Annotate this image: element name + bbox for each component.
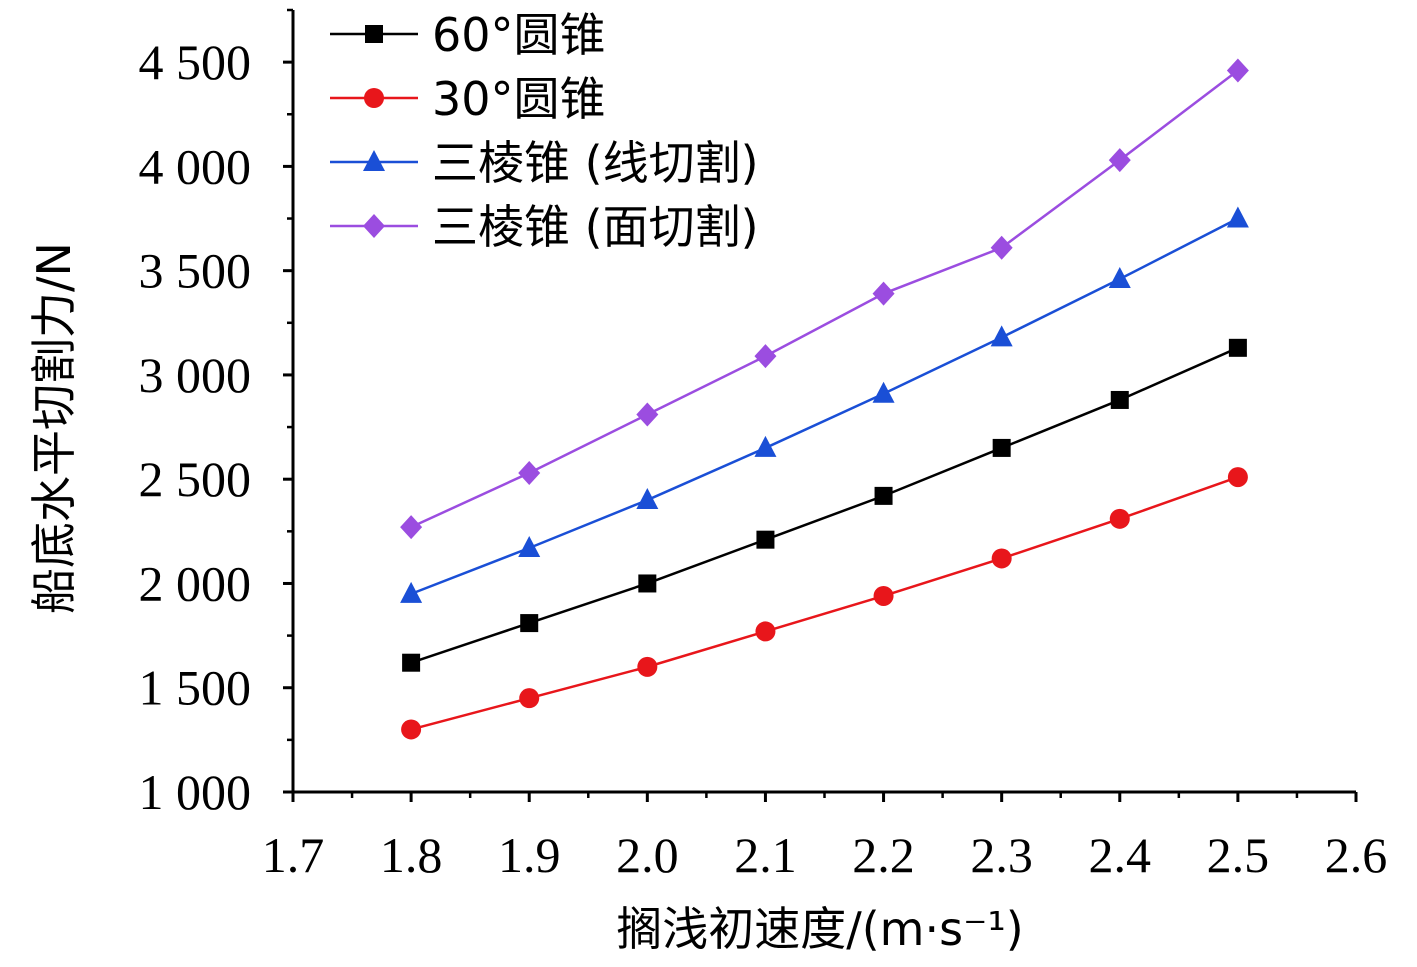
series-line — [410, 475, 1239, 731]
data-point — [1226, 58, 1249, 83]
y-tick-label: 1 500 — [139, 660, 252, 716]
legend-marker — [364, 88, 384, 108]
y-axis-title: 船底水平切割力/N — [27, 242, 81, 614]
y-tick-label: 4 500 — [139, 34, 252, 90]
series-line — [410, 217, 1239, 596]
data-point — [402, 653, 421, 672]
series-1 — [402, 338, 1247, 672]
data-point — [518, 536, 541, 558]
data-point — [873, 585, 894, 606]
legend-item: 三棱锥 (线切割) — [330, 136, 759, 190]
y-tick-label: 3 000 — [139, 347, 252, 403]
data-point — [1110, 390, 1129, 409]
legend-label: 60°圆锥 — [432, 8, 606, 62]
y-tick-label: 4 000 — [139, 138, 252, 194]
data-point — [518, 460, 541, 485]
data-point — [1227, 467, 1248, 488]
legend-marker — [363, 214, 385, 238]
data-point — [991, 548, 1012, 569]
x-tick-label: 2.0 — [616, 827, 679, 883]
series-3 — [400, 206, 1249, 603]
series-line — [410, 69, 1239, 529]
x-tick-label: 2.2 — [852, 827, 915, 883]
data-point — [520, 614, 539, 633]
x-tick-label: 2.1 — [734, 827, 797, 883]
x-tick-label: 2.4 — [1089, 827, 1152, 883]
data-point — [1228, 338, 1247, 357]
data-point — [874, 486, 893, 505]
legend-marker — [363, 150, 385, 171]
x-tick-label: 2.3 — [970, 827, 1033, 883]
data-point — [400, 581, 423, 603]
data-point — [872, 381, 895, 403]
data-point — [637, 656, 658, 677]
data-point — [1226, 206, 1249, 228]
legend-item: 60°圆锥 — [330, 8, 606, 62]
data-point — [754, 344, 777, 369]
x-tick-label: 1.7 — [262, 827, 325, 883]
series-layer — [400, 58, 1249, 740]
legend-marker — [365, 25, 383, 43]
data-point — [755, 621, 776, 642]
x-tick-label: 2.5 — [1207, 827, 1270, 883]
data-point — [400, 515, 423, 540]
x-axis-title: 搁浅初速度/(m·s⁻¹) — [616, 902, 1024, 956]
legend-item: 30°圆锥 — [330, 72, 606, 126]
x-tick-label: 1.9 — [498, 827, 561, 883]
legend-item: 三棱锥 (面切割) — [330, 200, 759, 254]
series-line — [410, 346, 1239, 664]
x-tick-label: 1.8 — [380, 827, 443, 883]
data-point — [1108, 148, 1131, 173]
y-tick-label: 1 000 — [139, 764, 252, 820]
data-point — [872, 281, 895, 306]
data-point — [992, 438, 1011, 457]
series-4 — [400, 58, 1249, 540]
y-tick-label: 2 500 — [139, 451, 252, 507]
data-point — [401, 719, 422, 740]
legend-label: 三棱锥 (面切割) — [432, 200, 759, 254]
y-tick-label: 3 500 — [139, 243, 252, 299]
y-tick-label: 2 000 — [139, 555, 252, 611]
data-point — [519, 688, 540, 709]
data-point — [990, 325, 1013, 347]
data-point — [1108, 267, 1131, 289]
data-point — [638, 574, 657, 593]
legend-label: 30°圆锥 — [432, 72, 606, 126]
data-point — [1109, 508, 1130, 529]
data-point — [754, 435, 777, 457]
data-point — [636, 488, 659, 510]
series-2 — [401, 467, 1248, 740]
data-point — [756, 530, 775, 549]
legend-label: 三棱锥 (线切割) — [432, 136, 759, 190]
data-point — [990, 235, 1013, 260]
axes: 1 000 1 500 2 000 2 500 3 000 3 500 4 000 4 500… — [139, 8, 1388, 883]
data-point — [636, 402, 659, 427]
x-tick-label: 2.6 — [1325, 827, 1388, 883]
